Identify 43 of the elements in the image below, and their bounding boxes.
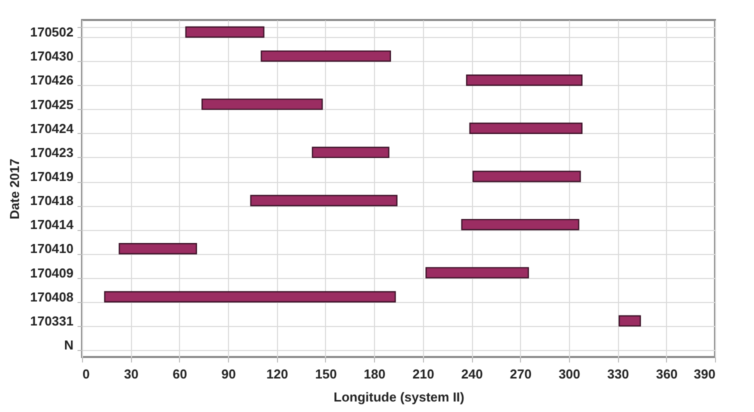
y-tick-label: 170430 [30, 48, 74, 64]
bar [466, 74, 583, 86]
x-tick-label: 240 [461, 366, 483, 382]
x-tick-label: 90 [221, 366, 236, 382]
x-tick-label: 0 [82, 366, 90, 382]
y-tick-label: 170425 [30, 96, 74, 112]
y-tick-label: 170424 [30, 120, 74, 136]
bar [472, 170, 581, 182]
bar [185, 26, 264, 38]
y-tick-label: 170419 [30, 168, 74, 184]
bar [425, 267, 529, 278]
y-tick-label: 170410 [30, 241, 74, 256]
x-tick-label: 360 [656, 366, 678, 382]
bar [118, 243, 198, 254]
y-tick-label: 170414 [30, 217, 74, 232]
x-axis-title: Longitude (system II) [334, 390, 464, 404]
y-tick-label: 170426 [30, 72, 74, 88]
x-tick-label: 390 [694, 366, 716, 382]
bar [618, 315, 641, 327]
y-tick-label: N [64, 337, 74, 352]
bar [312, 146, 390, 158]
bar [104, 291, 396, 302]
y-tick-label: 170502 [30, 24, 74, 40]
x-tick-label: 30 [124, 366, 138, 382]
y-tick-label: 170418 [30, 193, 74, 208]
y-tick-label: 170331 [30, 313, 74, 328]
y-tick-label: 170409 [30, 265, 74, 280]
y-tick-label: 170408 [30, 289, 74, 304]
x-tick-label: 270 [510, 366, 532, 382]
y-axis-title: Date 2017 [7, 158, 22, 220]
bar [260, 50, 391, 62]
bar [250, 194, 398, 206]
x-tick-label: 180 [364, 366, 386, 382]
x-tick-label: 300 [558, 366, 580, 382]
x-tick-label: 120 [266, 366, 288, 382]
x-tick-label: 210 [412, 366, 434, 382]
bar [202, 98, 323, 110]
y-tick-label: 170423 [30, 144, 74, 160]
x-tick-label: 330 [607, 366, 629, 382]
x-tick-label: 60 [172, 366, 188, 382]
bar [461, 218, 580, 230]
x-tick-label: 150 [315, 366, 337, 382]
bar [469, 122, 583, 134]
